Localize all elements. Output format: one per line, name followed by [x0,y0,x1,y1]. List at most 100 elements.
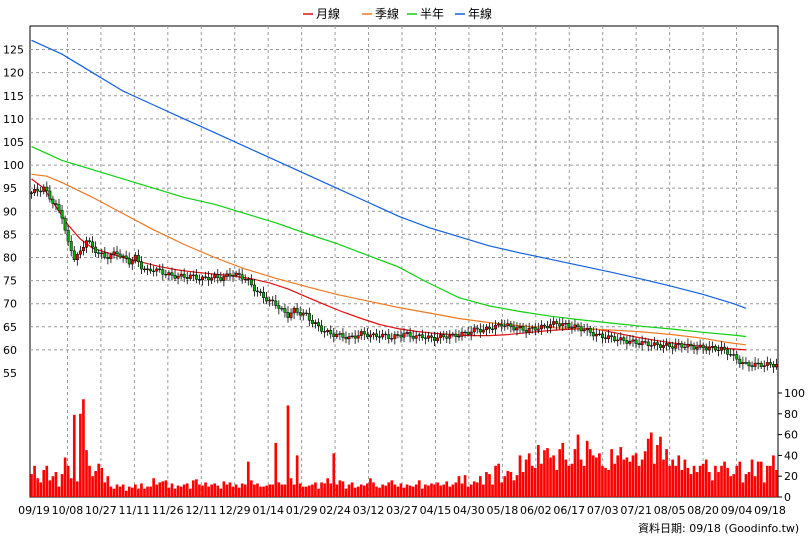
volume-bar-31 [124,490,128,497]
candle-body-117 [387,334,391,339]
volume-bar-4 [42,469,46,497]
volume-bar-34 [134,484,137,497]
candle-body-207 [662,345,665,348]
candle-body-170 [549,324,553,329]
volume-bar-63 [222,481,226,497]
volume-bar-195 [625,457,629,497]
volume-bar-76 [262,486,265,497]
volume-bar-141 [460,483,464,497]
candle-body-79 [271,299,275,302]
candle-body-137 [448,334,452,339]
volume-bar-163 [527,453,531,497]
volume-bar-116 [384,485,388,497]
candle-body-225 [716,349,720,351]
price-tick-label-0: 55 [3,367,17,380]
volume-bar-139 [454,482,458,497]
candle-body-16 [78,250,82,255]
volume-bar-14 [72,414,76,497]
candle-body-105 [350,335,354,337]
candle-body-0 [30,192,33,194]
candle-body-243 [771,364,775,368]
candle-body-148 [481,329,485,333]
candle-body-57 [204,276,208,278]
candle-body-87 [295,308,299,313]
candle-body-37 [143,268,146,270]
candle-body-86 [292,308,296,314]
volume-bar-15 [75,481,79,497]
x-tick-label-8: 01/29 [286,504,318,517]
candle-body-187 [600,333,604,339]
volume-bar-183 [588,449,592,497]
volume-bar-170 [549,457,552,497]
volume-bar-244 [775,469,778,497]
candle-body-106 [353,335,357,339]
volume-bar-220 [701,463,705,497]
volume-bar-179 [576,434,580,497]
volume-bar-166 [537,445,540,497]
candle-body-214 [683,346,687,349]
candle-body-217 [692,345,696,350]
candle-body-155 [503,325,507,327]
volume-bar-28 [115,484,119,497]
candle-body-143 [466,331,470,335]
volume-bar-176 [567,465,571,497]
candle-body-113 [375,333,378,337]
candle-body-53 [191,274,195,276]
volume-bar-232 [738,461,742,497]
candle-body-95 [320,325,324,332]
volume-bar-190 [610,449,613,497]
volume-bar-188 [604,467,607,497]
candle-body-30 [121,255,125,258]
x-tick-label-15: 06/02 [520,504,552,517]
volume-bar-27 [112,488,116,497]
volume-bar-42 [158,482,162,497]
candle-body-184 [591,332,595,337]
volume-bar-10 [60,474,64,497]
price-tick-label-9: 100 [3,159,24,172]
candle-body-47 [173,274,177,279]
volume-bar-84 [286,405,290,497]
candle-body-96 [323,331,327,333]
volume-bar-91 [308,485,311,497]
candle-body-114 [378,336,382,338]
ma-line-1 [31,173,746,346]
candle-body-42 [158,268,162,270]
candle-body-32 [127,258,131,265]
volume-bar-58 [207,486,210,497]
volume-bar-59 [210,484,213,497]
volume-bar-105 [350,482,354,497]
candle-body-112 [371,333,375,336]
volume-bar-128 [420,488,424,497]
candle-body-2 [36,189,40,192]
candle-body-142 [463,331,467,334]
volume-bar-47 [173,488,177,497]
volume-bar-200 [640,459,644,497]
volume-bar-208 [665,449,668,497]
candle-body-10 [60,210,64,219]
volume-bar-3 [39,482,43,497]
volume-bar-36 [140,483,143,497]
volume-bar-168 [543,450,546,497]
candle-body-161 [521,326,525,331]
candle-body-189 [607,335,611,339]
candle-body-139 [454,333,458,338]
candle-body-51 [185,277,189,279]
volume-bar-72 [250,480,253,497]
volume-bar-180 [579,459,583,497]
volume-bar-96 [323,483,326,497]
candle-body-233 [741,362,745,364]
volume-bar-207 [662,459,665,497]
ma-line-3 [31,39,747,309]
x-tick-label-4: 11/26 [152,504,184,517]
volume-bar-73 [253,484,256,497]
candle-body-59 [210,277,214,281]
volume-bar-107 [356,486,360,497]
candle-body-200 [640,341,644,345]
volume-bar-16 [79,413,82,497]
candle-body-83 [283,308,287,313]
candle-body-239 [759,363,763,367]
volume-bar-227 [723,461,726,497]
candle-body-231 [735,354,739,360]
volume-bar-70 [243,484,247,497]
volume-bar-101 [338,480,342,497]
